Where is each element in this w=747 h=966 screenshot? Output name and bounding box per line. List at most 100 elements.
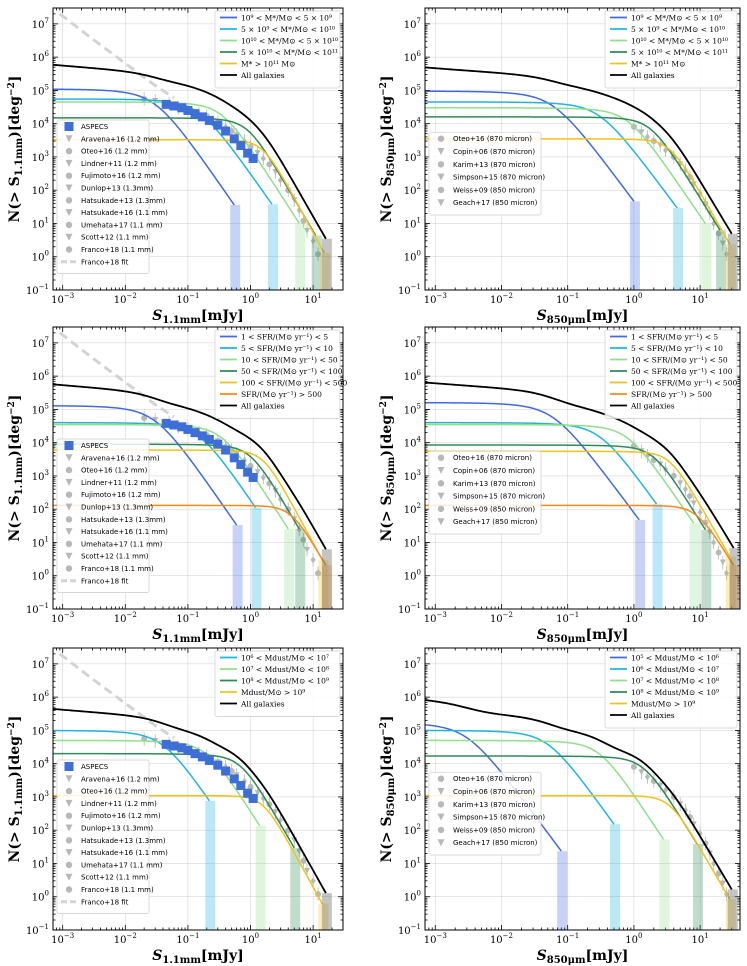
legend-label: All galaxies xyxy=(240,71,285,80)
obs-point xyxy=(682,485,688,493)
legend-marker xyxy=(65,540,73,548)
legend-label: Karim+13 (870 micron) xyxy=(453,480,536,488)
y-tick-label: 100 xyxy=(32,250,49,264)
axes-frame xyxy=(424,7,741,291)
panel-right-stellar-mass: 10−3 10−2 10−1 100 101 10−1 100 101 102 103 104 105… xyxy=(379,7,741,326)
series-band xyxy=(652,504,663,609)
legend-models: 1 < SFR/(M⊙ yr⁻¹) < 5 5 < SFR/(M⊙ yr⁻¹) <… xyxy=(604,329,737,419)
obs-point xyxy=(715,230,722,237)
y-tick-label: 104 xyxy=(404,117,422,131)
aspecs-point xyxy=(177,743,187,753)
observations xyxy=(630,439,729,580)
series-band xyxy=(659,839,670,930)
legend-label: 10⁹ < M*/M⊙ < 5 × 10⁹ xyxy=(241,14,332,23)
series-line xyxy=(53,421,257,508)
x-tick-label: 10−1 xyxy=(176,932,199,946)
y-tick-label: 100 xyxy=(32,890,49,904)
axes-frame xyxy=(52,326,344,610)
panel-left-sfr: 10−3 10−2 10−1 100 101 10−1 100 101 102 103 104 105… xyxy=(7,326,347,645)
series-line-all-galaxies xyxy=(53,708,327,894)
x-tick-label: 101 xyxy=(305,292,322,306)
y-tick-label: 10−1 xyxy=(26,602,49,616)
y-tick-label: 105 xyxy=(404,402,421,416)
legend-label: Simpson+15 (870 micron) xyxy=(453,493,545,501)
y-axis-label: N(> S1.1mm)[deg−2] xyxy=(7,395,25,542)
aspecs-point xyxy=(236,781,246,791)
legend-label: Oteo+16 (870 micron) xyxy=(453,454,532,462)
x-tick-label: 101 xyxy=(305,932,322,946)
x-tick-label: 10−3 xyxy=(424,292,447,306)
axes-frame xyxy=(424,326,741,610)
legend-marker xyxy=(65,516,73,523)
x-axis-label: S850μm[mJy] xyxy=(537,627,629,645)
x-tick-label: 10−2 xyxy=(114,611,137,625)
obs-point xyxy=(254,150,261,157)
x-tick-label: 10−2 xyxy=(114,292,137,306)
obs-point xyxy=(310,556,316,564)
obs-point xyxy=(697,508,703,516)
plot-area xyxy=(53,652,332,930)
series-band xyxy=(311,235,322,290)
legend-label: 100 < SFR/(M⊙ yr⁻¹) < 500 xyxy=(241,379,347,388)
legend-marker xyxy=(65,824,73,832)
legend-marker xyxy=(65,209,73,217)
obs-point xyxy=(719,880,726,887)
x-tick-label: 10−1 xyxy=(556,611,579,625)
legend-label: Oteo+16 (1.2 mm) xyxy=(81,148,148,156)
legend-label: Franco+18 fit xyxy=(81,577,129,585)
panel-right-sfr: 10−3 10−2 10−1 100 101 10−1 100 101 102 103 104 105… xyxy=(379,326,741,645)
obs-point xyxy=(638,129,645,136)
franco-fit-line xyxy=(58,331,175,419)
obs-point xyxy=(315,251,322,258)
legend-label: Hatsukade+13 (1.3mm) xyxy=(81,516,166,524)
legend-observations: Oteo+16 (870 micron) Copin+06 (870 micron… xyxy=(428,131,545,216)
legend-label: Hatsukade+16 (1.1 mm) xyxy=(81,849,168,857)
x-tick-label: 101 xyxy=(692,292,709,306)
y-tick-label: 10−1 xyxy=(26,923,49,937)
panel-left-dust-mass: 10−3 10−2 10−1 100 101 10−1 100 101 102 103 104 105… xyxy=(7,647,344,966)
legend-marker xyxy=(437,148,445,155)
legend-marker xyxy=(65,135,73,143)
legend-marker xyxy=(437,135,445,142)
obs-point xyxy=(702,519,709,526)
legend-label: 10⁸ < Mdust/M⊙ < 10⁹ xyxy=(631,688,719,697)
y-tick-label: 100 xyxy=(404,250,421,264)
y-tick-label: 10−1 xyxy=(26,283,49,297)
y-tick-label: 101 xyxy=(32,535,49,549)
aspecs-point xyxy=(183,745,193,755)
aspecs-point xyxy=(183,105,193,115)
obs-point xyxy=(277,495,283,503)
legend-observations: Oteo+16 (870 micron) Copin+06 (870 micron… xyxy=(428,771,545,856)
series-line xyxy=(425,729,615,825)
series-line xyxy=(425,423,695,524)
legend-label: 10⁷ < Mdust/M⊙ < 10⁸ xyxy=(241,665,329,674)
legend-models: 10⁵ < Mdust/M⊙ < 10⁶ 10⁶ < Mdust/M⊙ < 10⁷… xyxy=(604,650,738,729)
y-tick-label: 102 xyxy=(32,823,49,837)
legend-marker xyxy=(437,813,445,821)
y-axis-label: N(> S850μm)[deg−2] xyxy=(379,715,397,862)
x-axis-label: S850μm[mJy] xyxy=(537,948,629,966)
legend-marker xyxy=(437,839,445,847)
x-tick-label: 100 xyxy=(625,611,642,625)
series-band xyxy=(629,201,640,290)
series-band xyxy=(290,847,301,930)
x-tick-label: 10−1 xyxy=(556,932,579,946)
series-band xyxy=(255,825,266,930)
y-axis-label: N(> S850μm)[deg−2] xyxy=(379,394,397,541)
legend-label: M* > 10¹¹ M⊙ xyxy=(631,60,685,69)
obs-point xyxy=(715,870,722,877)
series-band xyxy=(295,528,306,609)
legend-label: All galaxies xyxy=(630,71,675,80)
series-band xyxy=(205,800,216,930)
obs-point xyxy=(650,778,657,785)
series-line xyxy=(425,444,707,531)
legend-label: Franco+18 (1.1 mm) xyxy=(81,886,154,894)
legend-label: 1 < SFR/(M⊙ yr⁻¹) < 5 xyxy=(241,333,328,342)
obs-point xyxy=(644,133,650,141)
panel-right-dust-mass: 10−3 10−2 10−1 100 101 10−1 100 101 102 103 104 105… xyxy=(379,647,741,966)
legend-label: 10 < SFR/(M⊙ yr⁻¹) < 50 xyxy=(241,356,338,365)
aspecs-point xyxy=(204,434,214,444)
legend-label: Hatsukade+13 (1.3mm) xyxy=(81,837,166,845)
series-line xyxy=(53,405,238,526)
legend-label: Fujimoto+16 (1.2 mm) xyxy=(81,812,161,820)
